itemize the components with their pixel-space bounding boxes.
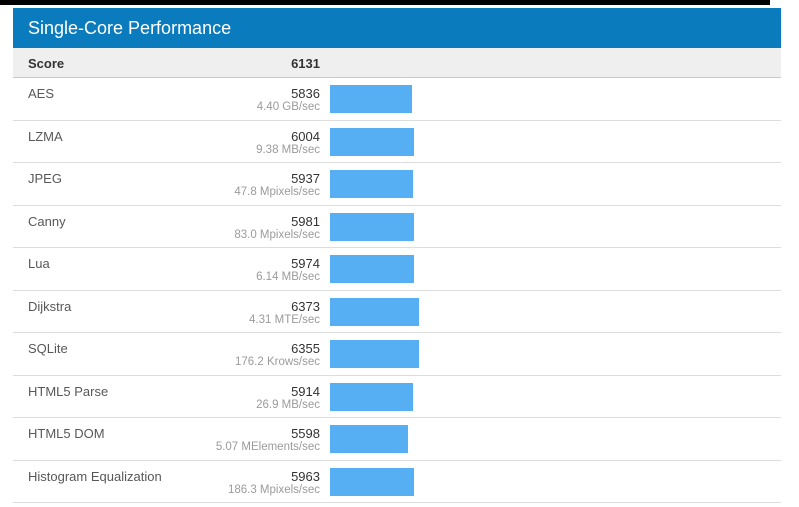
benchmark-name: SQLite bbox=[28, 341, 68, 356]
benchmark-rate: 5.07 MElements/sec bbox=[215, 441, 320, 453]
score-label: Score bbox=[28, 56, 65, 71]
window-top-border bbox=[0, 0, 770, 5]
benchmark-row: Dijkstra 6373 4.31 MTE/sec bbox=[13, 290, 781, 333]
benchmark-name: JPEG bbox=[28, 171, 62, 186]
benchmark-row: HTML5 Parse 5914 26.9 MB/sec bbox=[13, 375, 781, 418]
benchmark-rate: 4.40 GB/sec bbox=[256, 101, 320, 113]
benchmark-rate: 176.2 Krows/sec bbox=[234, 356, 320, 368]
score-bar bbox=[330, 382, 413, 411]
benchmark-name: HTML5 DOM bbox=[28, 426, 105, 441]
benchmark-score: 5937 bbox=[291, 171, 320, 186]
benchmark-rate: 186.3 Mpixels/sec bbox=[227, 483, 320, 496]
section-header: Single-Core Performance bbox=[13, 8, 781, 48]
score-bar bbox=[330, 212, 414, 241]
benchmark-rate: 26.9 MB/sec bbox=[256, 398, 320, 411]
benchmark-row: HTML5 DOM 5598 5.07 MElements/sec bbox=[13, 418, 781, 461]
score-bar bbox=[330, 467, 414, 496]
score-bar bbox=[330, 425, 409, 453]
benchmark-name: HTML5 Parse bbox=[28, 383, 109, 399]
benchmark-name: LZMA bbox=[28, 128, 63, 144]
benchmark-score: 5963 bbox=[291, 468, 320, 484]
benchmark-row: Canny 5981 83.0 Mpixels/sec bbox=[13, 205, 781, 248]
benchmark-row: LZMA 6004 9.38 MB/sec bbox=[13, 120, 781, 163]
benchmark-panel: Single-Core Performance Score 6131 AES 5… bbox=[13, 8, 781, 503]
score-bar bbox=[330, 127, 415, 156]
overall-score-value: 6131 bbox=[291, 56, 320, 71]
benchmark-rate: 4.31 MTE/sec bbox=[249, 313, 320, 326]
benchmark-score: 5836 bbox=[291, 86, 320, 101]
score-bar bbox=[330, 255, 414, 283]
benchmark-score: 5981 bbox=[291, 213, 320, 229]
score-bar bbox=[330, 297, 420, 326]
benchmark-name: Lua bbox=[28, 256, 50, 271]
benchmark-row: Lua 5974 6.14 MB/sec bbox=[13, 248, 781, 291]
benchmark-score: 5598 bbox=[291, 426, 320, 441]
score-bar bbox=[330, 170, 414, 198]
benchmark-name: Canny bbox=[28, 213, 66, 229]
benchmark-rows: AES 5836 4.40 GB/sec LZMA 6004 9.38 MB/s… bbox=[13, 78, 781, 503]
benchmark-name: Dijkstra bbox=[28, 298, 72, 314]
benchmark-row: Histogram Equalization 5963 186.3 Mpixel… bbox=[13, 460, 781, 503]
benchmark-rate: 83.0 Mpixels/sec bbox=[234, 228, 320, 241]
benchmark-row: SQLite 6355 176.2 Krows/sec bbox=[13, 333, 781, 376]
score-bar bbox=[330, 340, 419, 368]
benchmark-score: 5974 bbox=[291, 256, 320, 271]
benchmark-row: JPEG 5937 47.8 Mpixels/sec bbox=[13, 163, 781, 206]
benchmark-rate: 6.14 MB/sec bbox=[256, 271, 320, 283]
page-title: Single-Core Performance bbox=[28, 18, 232, 38]
benchmark-rate: 47.8 Mpixels/sec bbox=[234, 186, 320, 198]
benchmark-score: 6355 bbox=[291, 341, 320, 356]
benchmark-name: Histogram Equalization bbox=[28, 468, 162, 484]
benchmark-score: 6004 bbox=[291, 128, 320, 144]
score-summary-row: Score 6131 bbox=[13, 48, 781, 78]
benchmark-score: 5914 bbox=[291, 383, 320, 399]
benchmark-name: AES bbox=[28, 86, 55, 101]
benchmark-row: AES 5836 4.40 GB/sec bbox=[13, 78, 781, 121]
score-bar bbox=[330, 85, 412, 113]
benchmark-score: 6373 bbox=[291, 298, 320, 314]
benchmark-rate: 9.38 MB/sec bbox=[256, 143, 320, 156]
